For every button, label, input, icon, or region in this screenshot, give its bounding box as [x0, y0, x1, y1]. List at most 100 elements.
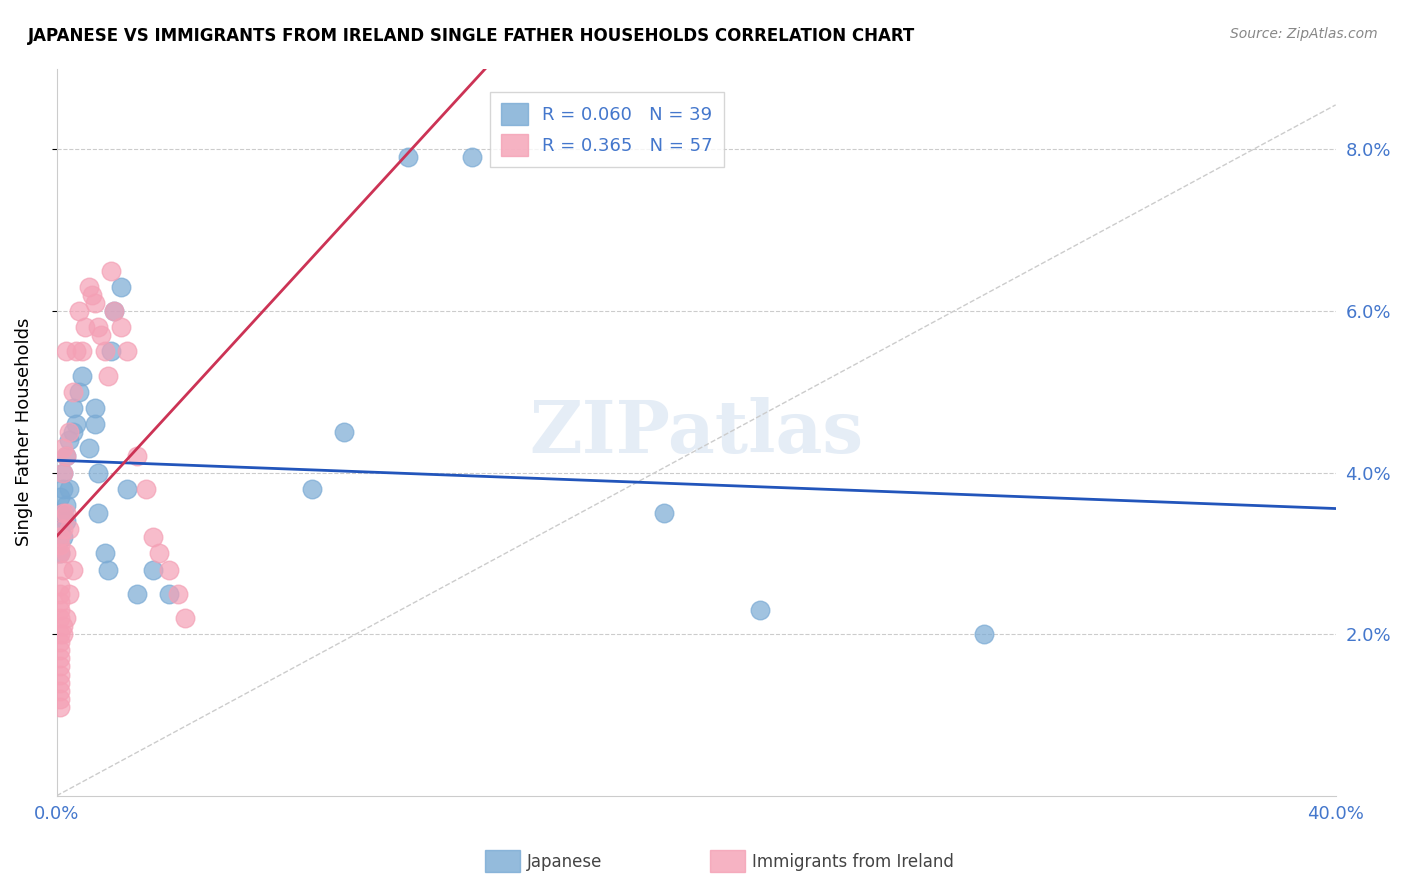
Point: [52, 506, 75, 520]
Point: [97, 562, 120, 576]
Point: [49, 595, 72, 609]
Point: [84, 296, 107, 310]
Point: [87, 466, 110, 480]
Point: [396, 150, 419, 164]
Point: [62, 425, 84, 439]
Point: [52, 522, 75, 536]
Point: [49, 587, 72, 601]
Point: [52, 482, 75, 496]
Point: [65, 344, 87, 359]
Text: Japanese: Japanese: [527, 853, 603, 871]
Point: [749, 603, 772, 617]
Point: [52, 562, 75, 576]
Point: [49, 579, 72, 593]
Point: [77, 279, 100, 293]
Point: [652, 506, 675, 520]
Point: [65, 417, 87, 431]
Point: [125, 587, 148, 601]
Point: [70, 368, 93, 383]
Point: [49, 611, 72, 625]
Point: [49, 675, 72, 690]
Point: [148, 546, 170, 560]
Point: [49, 643, 72, 657]
Point: [90, 328, 112, 343]
Point: [58, 522, 80, 536]
Legend: R = 0.060   N = 39, R = 0.365   N = 57: R = 0.060 N = 39, R = 0.365 N = 57: [489, 92, 724, 167]
Point: [100, 263, 122, 277]
Point: [52, 530, 75, 544]
Point: [110, 320, 132, 334]
Point: [157, 562, 180, 576]
Point: [103, 304, 125, 318]
Point: [84, 401, 107, 415]
Point: [58, 482, 80, 496]
Text: JAPANESE VS IMMIGRANTS FROM IRELAND SINGLE FATHER HOUSEHOLDS CORRELATION CHART: JAPANESE VS IMMIGRANTS FROM IRELAND SING…: [28, 27, 915, 45]
Point: [49, 627, 72, 641]
Point: [49, 546, 72, 560]
Point: [49, 691, 72, 706]
Text: ZIPatlas: ZIPatlas: [529, 397, 863, 467]
Point: [49, 530, 72, 544]
Point: [97, 368, 120, 383]
Point: [49, 699, 72, 714]
Point: [973, 627, 995, 641]
Point: [87, 320, 110, 334]
Point: [167, 587, 190, 601]
Point: [52, 466, 75, 480]
Point: [115, 344, 138, 359]
Point: [52, 506, 75, 520]
Point: [55, 450, 77, 464]
Point: [49, 538, 72, 552]
Point: [52, 627, 75, 641]
Point: [62, 562, 84, 576]
Point: [157, 587, 180, 601]
Point: [49, 651, 72, 665]
Point: [49, 603, 72, 617]
Point: [461, 150, 484, 164]
Point: [62, 401, 84, 415]
Point: [110, 279, 132, 293]
Point: [49, 546, 72, 560]
Point: [49, 506, 72, 520]
Text: Immigrants from Ireland: Immigrants from Ireland: [752, 853, 955, 871]
Point: [93, 344, 115, 359]
Point: [135, 482, 157, 496]
Point: [49, 635, 72, 649]
Point: [58, 434, 80, 448]
Text: Source: ZipAtlas.com: Source: ZipAtlas.com: [1230, 27, 1378, 41]
Point: [52, 466, 75, 480]
Y-axis label: Single Father Households: Single Father Households: [15, 318, 32, 546]
Point: [55, 344, 77, 359]
Point: [87, 506, 110, 520]
Point: [80, 287, 103, 301]
Point: [173, 611, 195, 625]
Point: [141, 530, 163, 544]
Point: [93, 546, 115, 560]
Point: [55, 546, 77, 560]
Point: [333, 425, 356, 439]
Point: [49, 659, 72, 673]
Point: [100, 344, 122, 359]
Point: [62, 384, 84, 399]
Point: [55, 514, 77, 528]
Point: [49, 683, 72, 698]
Point: [70, 344, 93, 359]
Point: [58, 425, 80, 439]
Point: [141, 562, 163, 576]
Point: [301, 482, 323, 496]
Point: [115, 482, 138, 496]
Point: [55, 450, 77, 464]
Point: [125, 450, 148, 464]
Point: [77, 442, 100, 456]
Point: [49, 667, 72, 681]
Point: [58, 587, 80, 601]
Point: [55, 498, 77, 512]
Point: [52, 619, 75, 633]
Point: [49, 490, 72, 504]
Point: [55, 611, 77, 625]
Point: [84, 417, 107, 431]
Point: [52, 442, 75, 456]
Point: [67, 304, 90, 318]
Point: [49, 522, 72, 536]
Point: [75, 320, 97, 334]
